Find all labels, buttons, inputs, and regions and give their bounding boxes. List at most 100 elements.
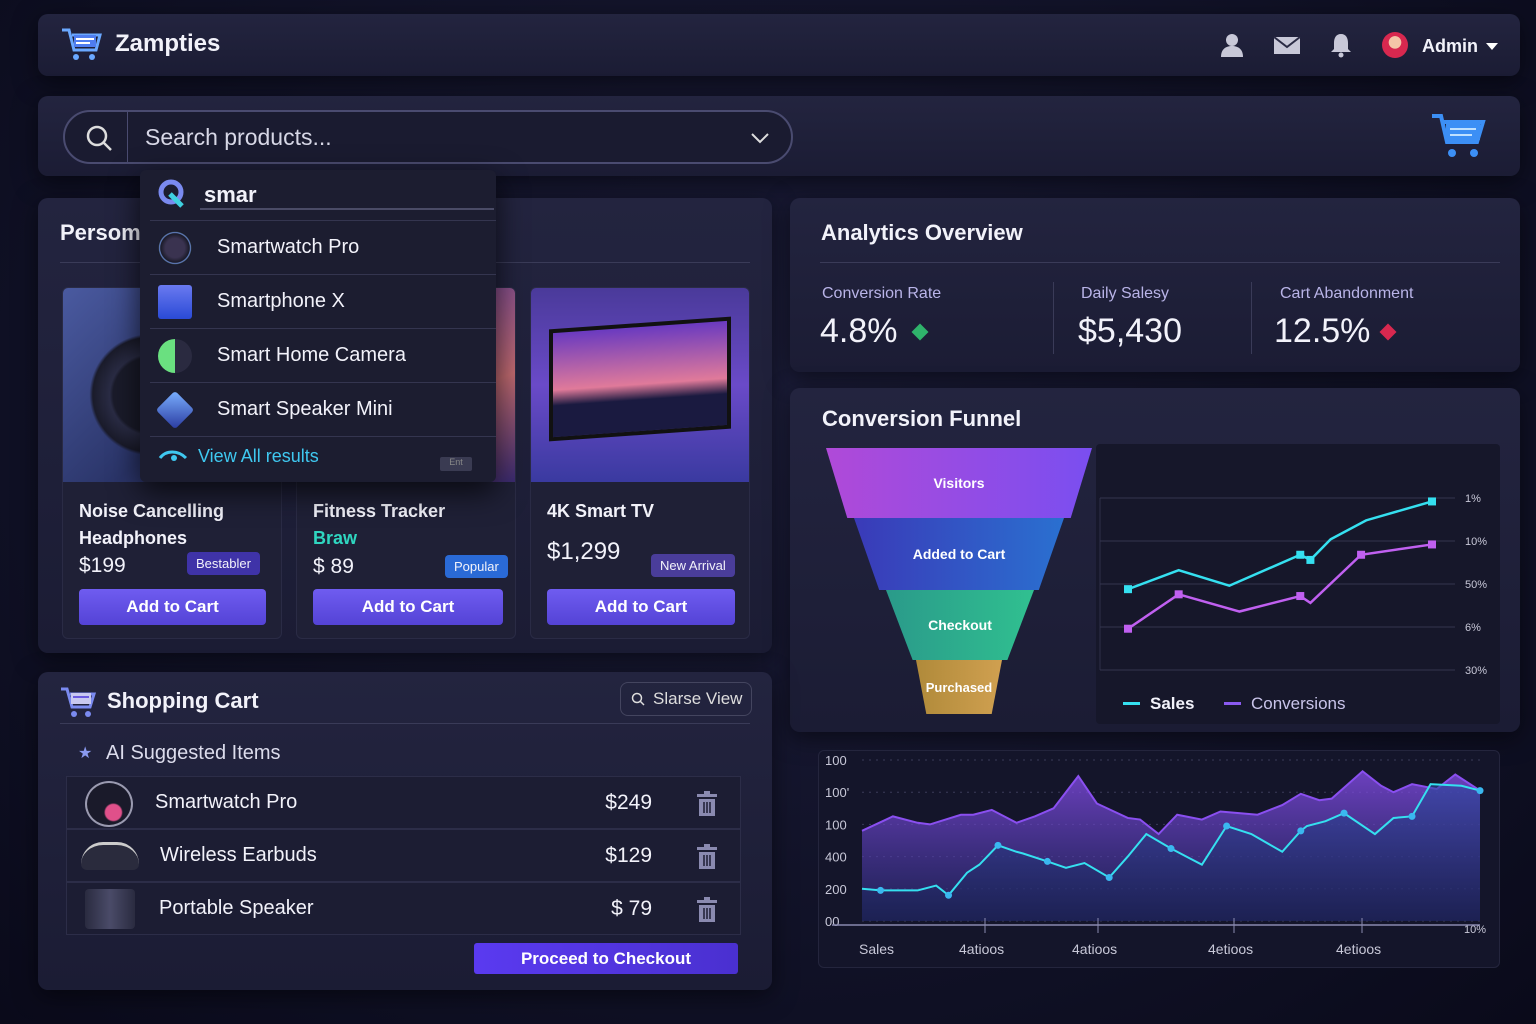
camera-icon: [158, 338, 192, 373]
ai-star-icon: ★: [78, 745, 93, 762]
series-line-1: [861, 783, 1481, 897]
cart-item-price: $249: [605, 790, 652, 814]
divider: [1053, 282, 1054, 354]
ai-suggested-heading: AI Suggested Items: [106, 742, 281, 764]
data-point: [1167, 845, 1175, 853]
data-point: [1340, 809, 1348, 817]
x-tick-label: 4etioos: [1208, 941, 1253, 957]
trash-icon[interactable]: [696, 844, 718, 870]
earbuds-thumbnail: [81, 842, 139, 870]
data-point: [1174, 590, 1183, 599]
x-tick-label: 4etioos: [1336, 941, 1381, 957]
y-tick-label: 6%: [1465, 622, 1481, 634]
suggestion-item[interactable]: Smart Home Camera: [150, 328, 496, 382]
funnel-stage-visitors[interactable]: Visitors: [826, 448, 1092, 518]
legend-swatch-sales: [1123, 702, 1140, 705]
product-price: $1,299: [547, 538, 621, 565]
y-tick-label: 10%: [1465, 536, 1487, 548]
kpi-label: Conversion Rate: [822, 285, 942, 302]
data-point: [1297, 827, 1305, 835]
trash-icon[interactable]: [696, 791, 718, 817]
data-point: [877, 886, 885, 894]
cart-item-name: Wireless Earbuds: [160, 844, 317, 866]
y-tick-label: 200: [825, 882, 847, 897]
product-badge: Popular: [445, 555, 508, 578]
funnel-stage-checkout[interactable]: Checkout: [886, 590, 1034, 660]
divider: [200, 208, 494, 210]
chevron-down-icon[interactable]: [1486, 43, 1498, 50]
data-point: [945, 891, 953, 899]
y-tick-label: 100': [825, 785, 849, 800]
data-point: [1296, 550, 1305, 559]
avatar[interactable]: [1382, 32, 1408, 58]
product-name: 4K Smart TV: [547, 501, 655, 521]
y-tick-label: 100: [825, 817, 847, 832]
mail-icon[interactable]: [1273, 32, 1301, 58]
cart-item-name: Smartwatch Pro: [155, 791, 298, 813]
section-title: Persoml: [60, 220, 147, 245]
product-name: Fitness Tracker: [313, 501, 446, 521]
series-line-0: [861, 769, 1481, 836]
x-tick-label: Sales: [859, 941, 894, 957]
divider: [1251, 282, 1252, 354]
cart-icon: [61, 687, 96, 717]
kpi-label: Daily Salesy: [1081, 285, 1170, 302]
sales-conversions-line-chart: 1% 10% 50% 6% 30%: [1099, 493, 1487, 677]
legend-label-sales: Sales: [1150, 694, 1195, 713]
trash-icon[interactable]: [696, 897, 718, 923]
top-bar: [38, 14, 1520, 76]
suggestion-label: Smart Home Camera: [217, 344, 406, 366]
kpi-value: 12.5%: [1274, 312, 1371, 350]
search-box[interactable]: [63, 110, 793, 164]
section-title: Conversion Funnel: [822, 406, 1022, 431]
kpi-value: $5,430: [1078, 312, 1182, 350]
suggestion-item[interactable]: Smart Speaker Mini: [150, 382, 496, 436]
data-point: [1296, 592, 1305, 601]
add-to-cart-button[interactable]: Add to Cart: [547, 589, 735, 625]
product-name: Noise Cancelling Headphones: [79, 501, 225, 548]
bell-icon[interactable]: [1328, 32, 1354, 58]
suggestion-label: Smartphone X: [217, 290, 345, 312]
suggestion-item[interactable]: Smartphone X: [150, 274, 496, 328]
brand-name[interactable]: Zampties: [115, 30, 221, 57]
cart-item: Portable Speaker $ 79: [66, 882, 741, 935]
search-input[interactable]: [145, 122, 705, 152]
cart-item: Smartwatch Pro $249: [66, 776, 741, 829]
view-toggle-button[interactable]: Slarse View: [620, 682, 752, 716]
cart-item-price: $ 79: [611, 896, 652, 920]
suggestion-item[interactable]: Smartwatch Pro: [150, 220, 496, 274]
view-all-icon: [158, 450, 188, 461]
product-card[interactable]: 4K Smart TV $1,299 New Arrival Add to Ca…: [530, 287, 750, 639]
ai-search-icon: [158, 179, 184, 208]
add-to-cart-button[interactable]: Add to Cart: [313, 589, 503, 625]
data-point: [1124, 585, 1132, 594]
add-to-cart-button[interactable]: Add to Cart: [79, 589, 266, 625]
product-subtitle: Braw: [313, 528, 358, 548]
suggestion-label: Smart Speaker Mini: [217, 398, 393, 420]
cart-icon[interactable]: [1430, 112, 1486, 160]
data-point: [1306, 555, 1315, 564]
product-price: $199: [79, 554, 126, 577]
y-tick-label: 100: [825, 753, 847, 768]
funnel-stage-purchased[interactable]: Purchased: [916, 660, 1002, 714]
x-tick-label: 4atioos: [1072, 941, 1117, 957]
cart-item-price: $129: [605, 843, 652, 867]
proceed-to-checkout-button[interactable]: Proceed to Checkout: [474, 943, 738, 974]
y-tick-label: 50%: [1465, 579, 1487, 591]
cart-item: Wireless Earbuds $129: [66, 829, 741, 882]
view-all-results-link[interactable]: View All results: [198, 446, 319, 466]
funnel-stage-added-to-cart[interactable]: Added to Cart: [854, 518, 1064, 590]
product-badge: New Arrival: [651, 554, 735, 577]
data-point: [1408, 812, 1416, 820]
user-icon[interactable]: [1219, 32, 1245, 58]
data-point: [1357, 550, 1366, 559]
sales-area-chart: 100 100' 100 400 200 00 Sales 4atioos 4atioos 4et…: [825, 753, 1486, 957]
smartwatch-thumbnail: [85, 781, 133, 827]
user-menu[interactable]: Admin: [1422, 36, 1478, 56]
legend-label-conversions: Conversions: [1251, 694, 1346, 713]
divider: [127, 112, 128, 162]
chevron-down-icon[interactable]: [751, 132, 769, 144]
product-badge: Bestabler: [187, 552, 260, 575]
data-point: [1428, 540, 1436, 549]
y-tick-label: 400: [825, 850, 847, 865]
